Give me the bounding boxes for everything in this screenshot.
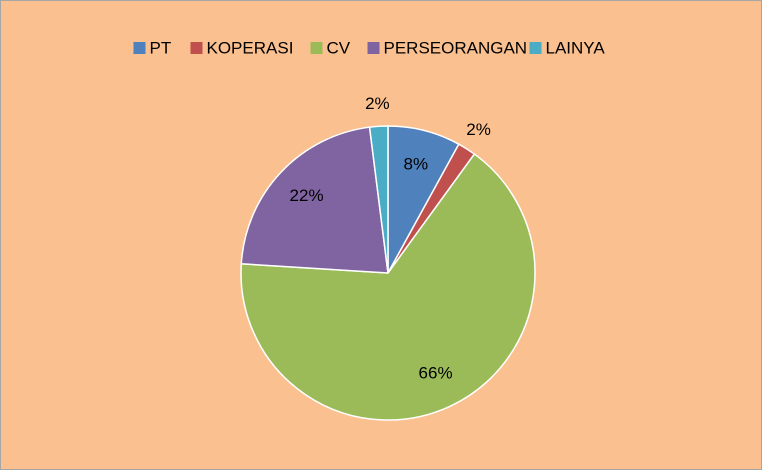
pie-slice <box>368 125 389 274</box>
data-label: 8% <box>403 154 428 173</box>
legend-swatch <box>367 42 380 54</box>
data-label: 66% <box>419 364 453 383</box>
legend-label: PERSEORANGAN <box>384 38 528 57</box>
legend-label: CV <box>327 38 351 57</box>
legend-swatch <box>529 42 542 54</box>
data-label: 22% <box>290 186 324 205</box>
legend-swatch <box>190 42 203 54</box>
legend-label: PT <box>150 38 172 57</box>
data-label: 2% <box>466 120 491 139</box>
legend-label: LAINYA <box>546 38 606 57</box>
data-label: 2% <box>365 94 390 113</box>
legend-swatch <box>310 42 323 54</box>
legend-label: KOPERASI <box>207 38 294 57</box>
pie-slice <box>240 153 536 421</box>
pie-slice <box>240 126 389 274</box>
legend-swatch <box>133 42 146 54</box>
